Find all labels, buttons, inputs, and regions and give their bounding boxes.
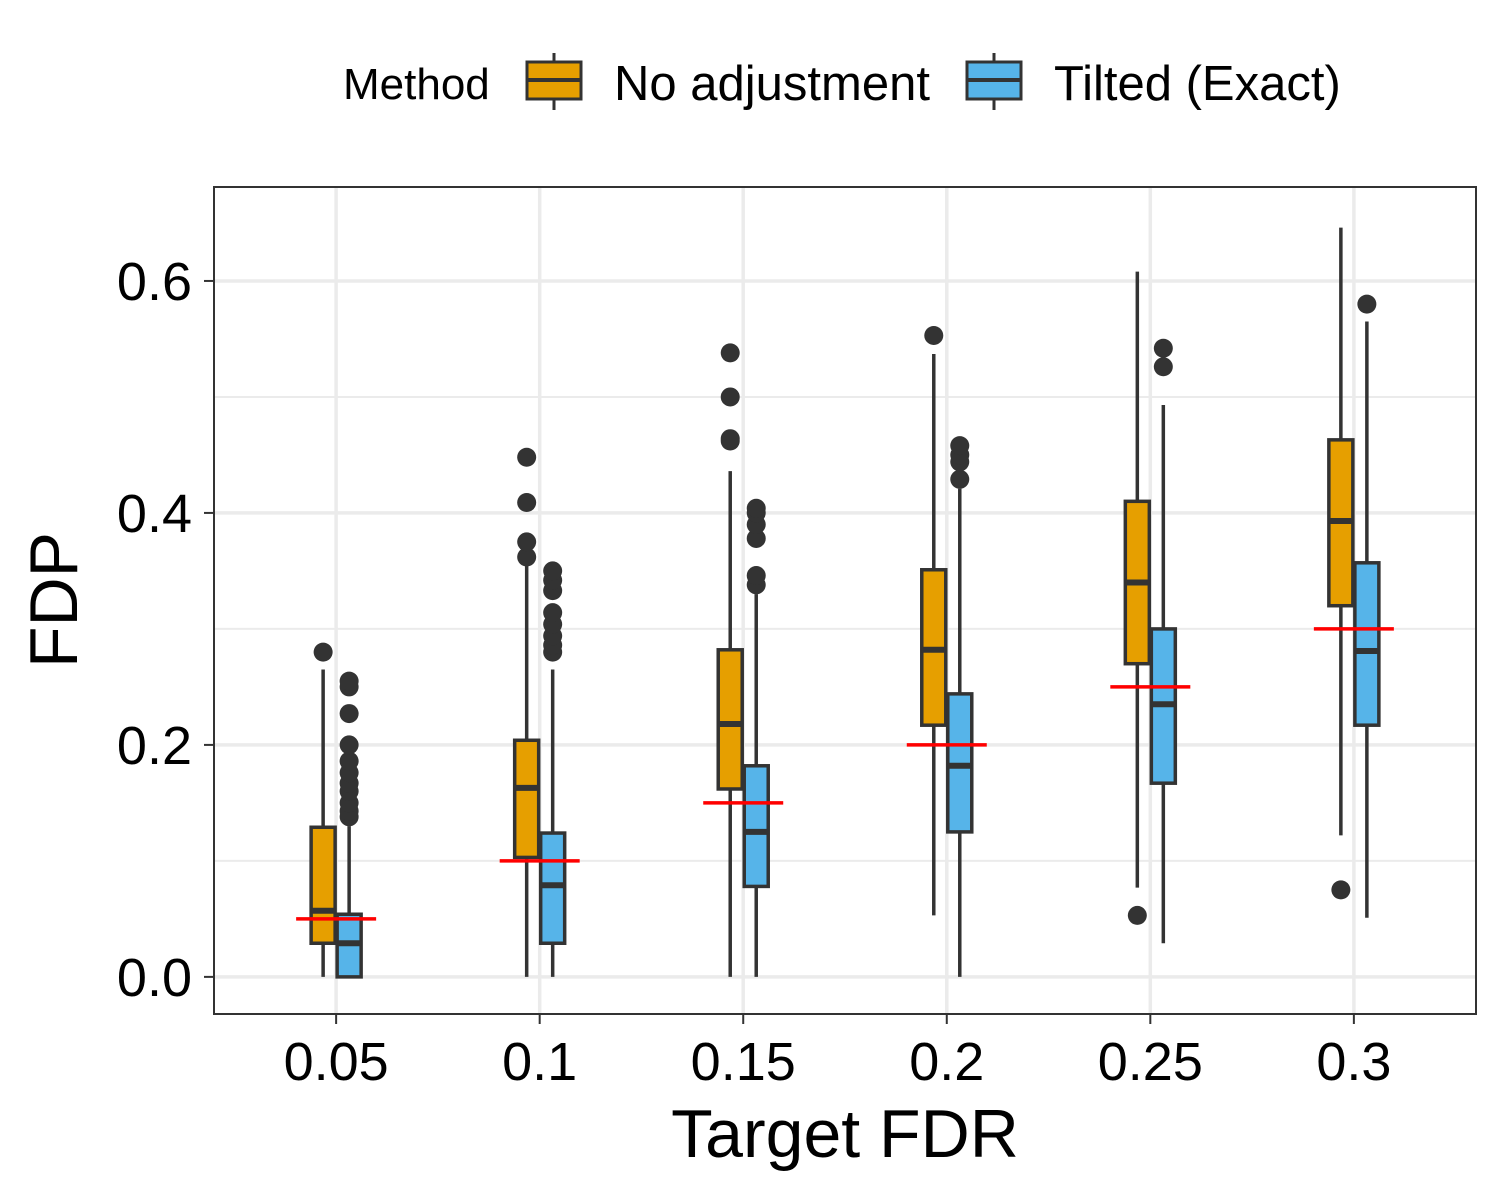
box-no-adjustment-0.1 [512, 447, 541, 977]
outlier-point [1153, 338, 1173, 358]
outlier-point [339, 671, 359, 691]
box-no-adjustment-0.05 [309, 642, 337, 977]
legend-key-tilted-exact [965, 53, 1023, 110]
y-tick-label: 0.6 [117, 252, 192, 312]
box-no-adjustment-0.25 [1123, 271, 1152, 925]
outlier-point [1331, 880, 1351, 900]
outlier-point [543, 561, 563, 581]
legend: Method No adjustment Tilted (Exact) [343, 53, 1341, 111]
y-tick-label: 0.2 [117, 716, 192, 776]
outlier-point [720, 387, 740, 407]
box-iqr [716, 648, 744, 791]
outlier-point [746, 566, 766, 586]
box-iqr [309, 825, 337, 945]
x-tick-label: 0.2 [909, 1032, 984, 1092]
box-tilted-exact--0.3 [1353, 294, 1381, 918]
box-iqr [512, 738, 541, 860]
x-axis: 0.05 0.1 0.15 0.2 0.25 0.3 [284, 1014, 1391, 1092]
outlier-point [517, 447, 537, 467]
x-axis-title: Target FDR [671, 1096, 1019, 1172]
box-no-adjustment-0.2 [920, 325, 948, 916]
outlier-point [339, 735, 359, 755]
outlier-point [1357, 294, 1377, 314]
outlier-point [313, 642, 333, 662]
outlier-point [1127, 905, 1147, 925]
outlier-point [924, 325, 944, 345]
legend-title: Method [343, 60, 490, 109]
y-axis: 0.0 0.2 0.4 0.6 [117, 252, 214, 1008]
box-tilted-exact--0.1 [538, 561, 567, 977]
outlier-point [746, 498, 766, 518]
outlier-point [339, 704, 359, 724]
x-tick-label: 0.05 [284, 1032, 389, 1092]
outlier-point [543, 603, 563, 623]
box-no-adjustment-0.15 [716, 343, 744, 977]
box-iqr [1353, 561, 1381, 727]
legend-key-no-adjustment [525, 53, 583, 110]
plot-border [213, 186, 1477, 1015]
legend-label-no-adjustment: No adjustment [614, 57, 930, 111]
box-tilted-exact--0.25 [1149, 338, 1178, 944]
outlier-point [746, 528, 766, 548]
outlier-point [950, 436, 970, 456]
x-tick-label: 0.1 [502, 1032, 577, 1092]
outlier-point [950, 469, 970, 489]
y-tick-label: 0.0 [117, 948, 192, 1008]
outlier-point [720, 343, 740, 363]
y-axis-title: FDP [16, 532, 92, 668]
outlier-point [517, 547, 537, 567]
x-tick-label: 0.15 [691, 1032, 796, 1092]
outlier-point [517, 532, 537, 552]
x-tick-label: 0.25 [1098, 1032, 1203, 1092]
box-iqr [742, 764, 770, 889]
plot-panel [214, 187, 1476, 1014]
outlier-point [339, 751, 359, 771]
boxplot-data [296, 227, 1394, 979]
x-tick-label: 0.3 [1316, 1032, 1391, 1092]
box-tilted-exact--0.2 [946, 436, 974, 977]
outlier-point [1153, 357, 1173, 377]
outlier-point [517, 492, 537, 512]
box-tilted-exact--0.05 [335, 671, 363, 979]
y-tick-label: 0.4 [117, 484, 192, 544]
box-no-adjustment-0.3 [1327, 227, 1355, 900]
outlier-point [720, 429, 740, 449]
box-tilted-exact--0.15 [742, 498, 770, 977]
gridlines [214, 187, 1476, 1014]
legend-label-tilted-exact: Tilted (Exact) [1054, 57, 1341, 111]
